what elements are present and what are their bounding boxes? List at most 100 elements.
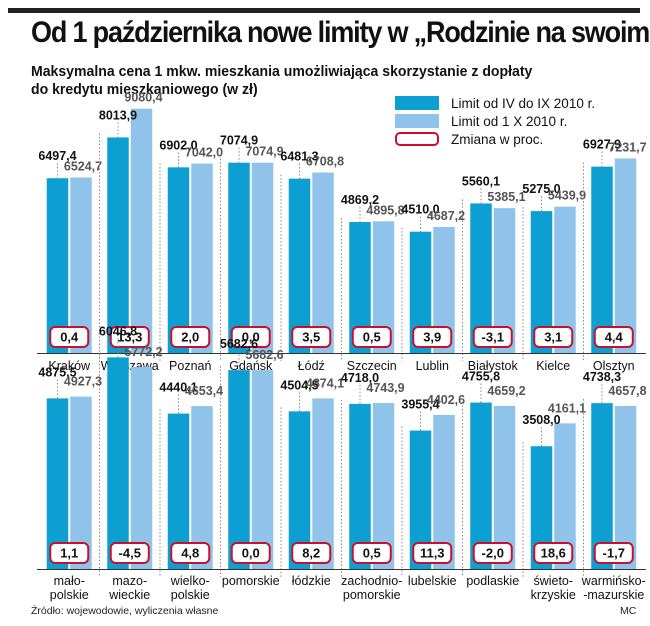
data-label-new: 7042,0 [185,146,223,160]
data-label-new: 4687,2 [427,209,465,223]
data-label-old: 4869,2 [341,193,379,207]
change-label: 4,8 [181,546,199,561]
bar-old [470,402,492,569]
change-label: 11,3 [420,546,445,561]
legend-label-new: Limit od 1 X 2010 r. [451,113,568,129]
data-label-new: 7231,7 [608,140,646,154]
data-label-new: 4161,1 [548,401,586,415]
change-label: 0,5 [363,546,381,561]
legend-label-old: Limit od IV do IX 2010 r. [451,95,596,111]
category-label: mało- [54,574,85,588]
change-label: 3,1 [544,330,562,345]
category-label: -mazurskie [583,588,644,602]
change-badge [412,326,453,348]
data-label-old: 4440,1 [159,381,197,395]
category-label: Olsztyn [593,359,635,373]
legend-item-new: Limit od 1 X 2010 r. [395,113,567,129]
data-label-new: 6524,7 [64,159,102,173]
change-badge [472,326,513,348]
bar-old [591,403,613,569]
category-label: Białystok [468,359,519,373]
category-label: krzyskie [531,588,576,602]
change-badge [49,542,90,564]
category-label: Kielce [536,359,570,373]
bar-new [493,405,516,569]
source-note: Źródło: wojewodowie, wyliczenia własne [31,605,219,617]
change-badge [170,542,211,564]
data-label-old: 5275,0 [522,182,560,196]
data-label-old: 4875,5 [38,365,76,379]
change-label: -4,5 [119,546,141,561]
bar-new [433,414,455,569]
data-label-old: 6497,4 [38,149,76,163]
change-badge [291,542,332,564]
bar-new [554,206,576,353]
data-label-old: 4738,3 [583,370,621,384]
change-badge [351,326,392,348]
data-label-new: 4657,8 [608,384,646,398]
bar-old [288,411,311,569]
bar-old [228,162,250,353]
data-label-old: 7074,9 [220,134,258,148]
category-label: Szczecin [347,359,397,373]
bar-old [470,203,492,353]
data-label-new: 4743,9 [366,381,404,395]
subtitle: Maksymalna cena 1 mkw. mieszkania umożli… [31,63,532,99]
category-label: pomorskie [343,588,401,602]
bar-old [167,167,190,353]
change-badge [230,326,271,348]
change-badge [230,542,271,564]
change-label: 4,4 [605,330,624,345]
change-label: 1,1 [60,546,78,561]
data-label-new: 5682,6 [245,348,283,362]
change-label: 0,0 [242,546,260,561]
change-label: 13,3 [117,330,142,345]
subtitle-line-1: Maksymalna cena 1 mkw. mieszkania umożli… [31,64,533,80]
legend-swatch-new [395,114,439,128]
data-label-new: 4402,6 [427,393,465,407]
category-label: świeto- [533,574,573,588]
category-label: zachodnio- [341,574,402,588]
bar-old [409,430,432,569]
category-label: Łódź [298,359,325,373]
bar-old [530,211,553,353]
top-rule [8,8,640,13]
legend-swatch-change [395,132,439,146]
data-label-old: 6046,8 [99,324,137,338]
bar-old [288,178,311,353]
change-label: 18,6 [541,546,566,561]
legend-item-old: Limit od IV do IX 2010 r. [395,95,595,111]
data-label-new: 4895,8 [366,203,404,217]
data-label-new: 4927,3 [64,375,102,389]
category-label: wieckie [108,588,150,602]
bar-old [349,222,371,353]
bar-new [130,108,153,353]
change-badge [291,326,332,348]
change-label: 2,0 [181,330,199,345]
change-label: -2,0 [482,546,504,561]
bar-new [372,402,395,569]
change-badge [49,326,90,348]
data-label-old: 5682,6 [220,337,258,351]
bar-new [251,370,274,569]
data-label-old: 4755,8 [462,370,500,384]
change-badge [109,326,150,348]
bar-new [251,162,274,353]
data-label-old: 6902,0 [159,138,197,152]
data-label-old: 5560,1 [462,174,500,188]
category-label: mazo- [112,574,147,588]
bar-new [493,208,516,353]
change-label: 0,0 [242,330,260,345]
category-label: podlaskie [466,574,519,588]
page-title: Od 1 października nowe limity w „Rodzini… [31,16,650,49]
bar-new [614,158,637,353]
data-label-new: 5439,9 [548,189,586,203]
change-label: 3,5 [302,330,320,345]
bar-old [107,357,129,569]
bar-new [191,163,213,353]
data-label-old: 6927,9 [583,138,621,152]
data-label-new: 7074,9 [245,145,283,159]
change-badge [412,542,453,564]
category-label: warmińsko- [581,574,646,588]
